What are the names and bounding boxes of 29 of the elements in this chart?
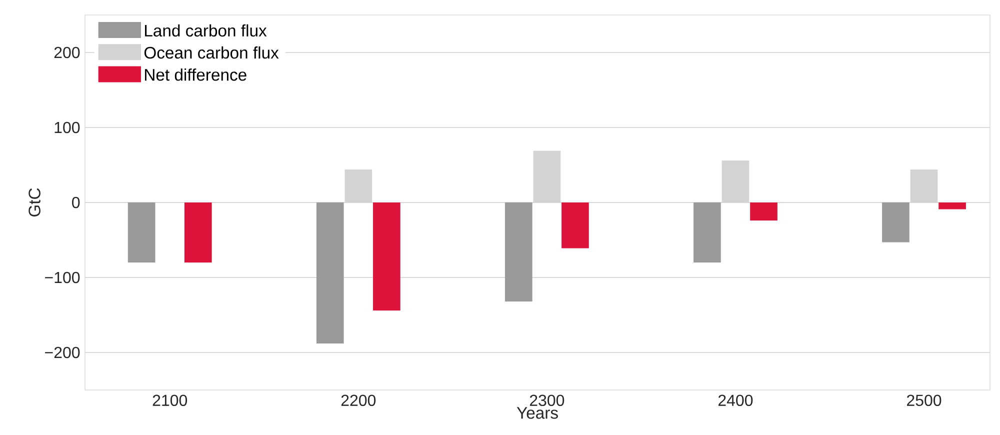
bar <box>128 202 156 262</box>
bar <box>562 202 589 248</box>
bar <box>938 202 966 210</box>
y-tick-label: −200 <box>45 346 80 358</box>
bar <box>184 202 212 262</box>
x-tick-label: 2300 <box>530 394 564 406</box>
bar <box>722 160 750 202</box>
bar <box>694 202 721 262</box>
bar <box>316 202 344 344</box>
x-tick-label: 2100 <box>152 394 188 406</box>
x-tick-label: 2200 <box>341 394 376 406</box>
x-tick-label: 2500 <box>907 394 942 406</box>
bar <box>882 202 910 242</box>
bar <box>750 202 778 220</box>
bar <box>910 169 938 202</box>
bar <box>504 202 532 302</box>
bar <box>344 169 372 202</box>
y-tick-label: 0 <box>72 196 80 208</box>
y-tick-label: −100 <box>45 272 80 284</box>
x-axis-title: Years <box>516 407 558 419</box>
y-tick-label: 200 <box>54 46 80 58</box>
legend-label: Land carbon flux <box>145 24 267 37</box>
y-tick-label: 100 <box>54 122 80 134</box>
legend-label: Net difference <box>145 68 246 81</box>
legend-label: Ocean carbon flux <box>144 46 279 59</box>
bar <box>373 202 400 310</box>
bar <box>533 150 561 202</box>
y-axis-title: GtC <box>28 188 40 216</box>
x-tick-label: 2400 <box>718 394 753 406</box>
